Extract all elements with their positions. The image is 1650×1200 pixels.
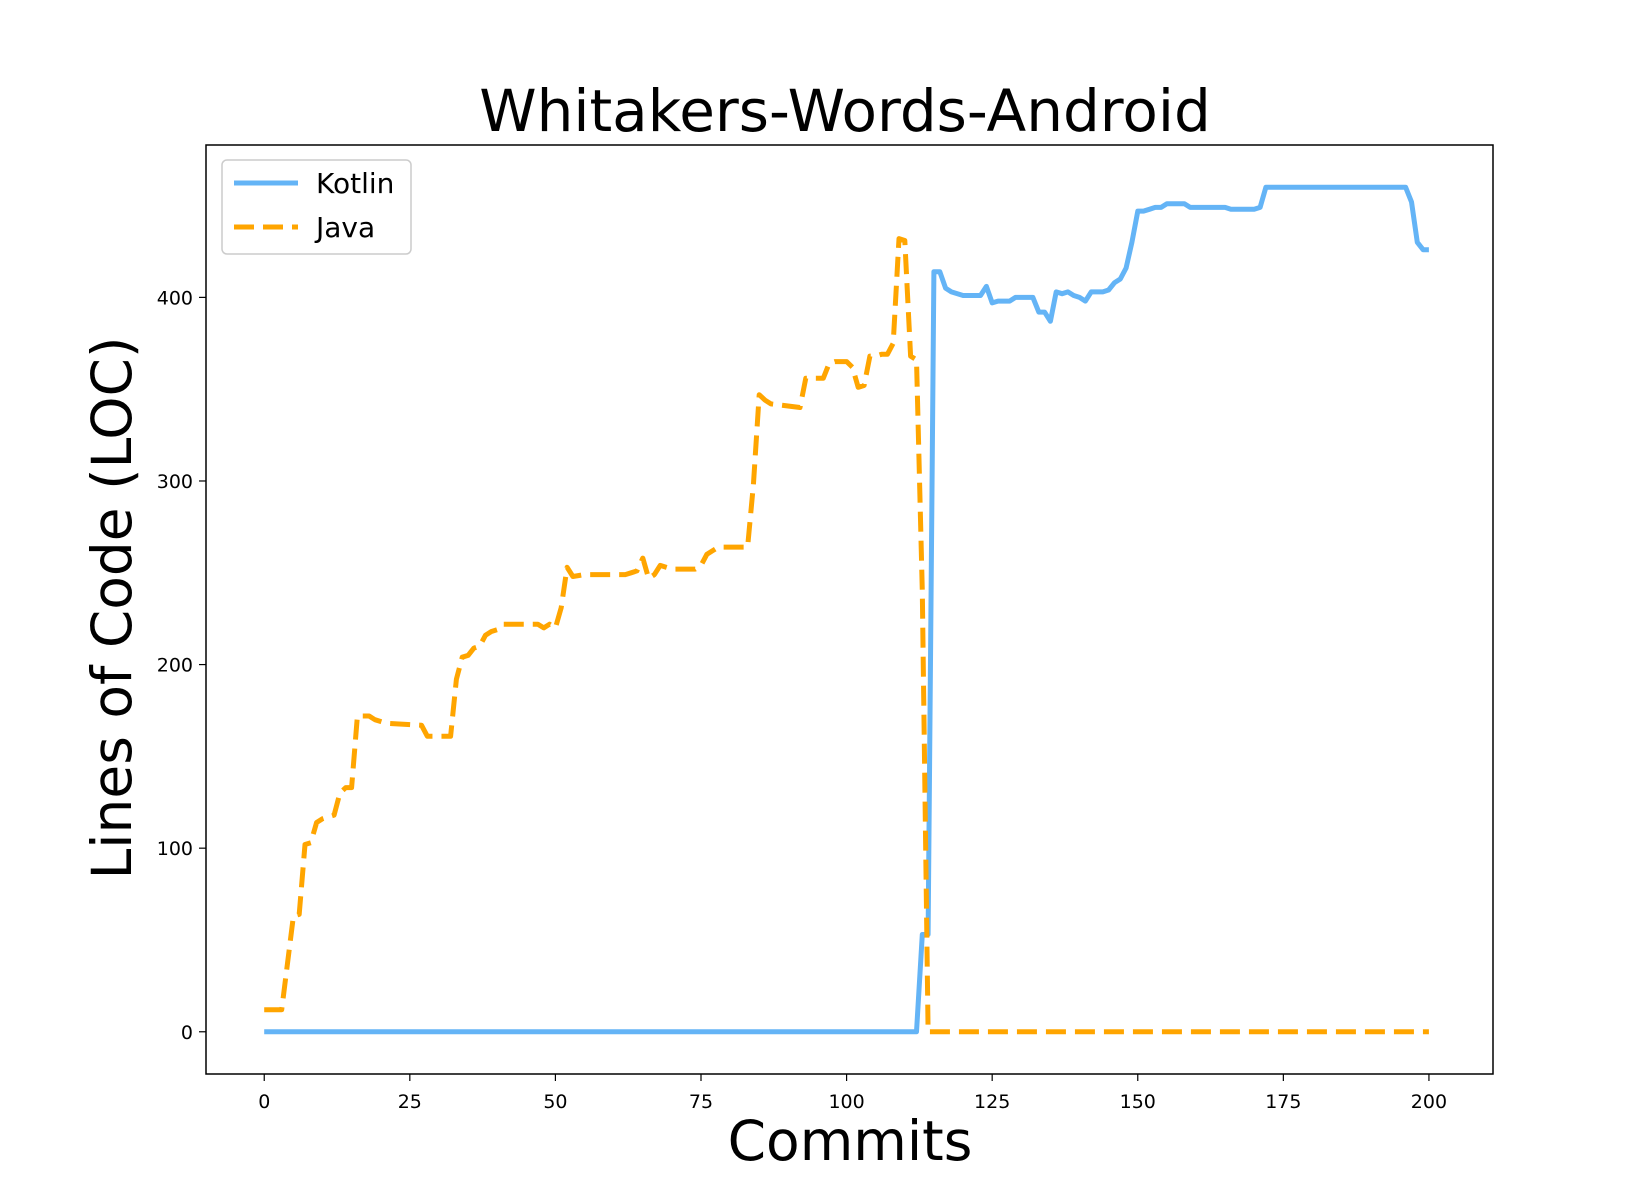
series-line-java [264, 236, 1429, 1035]
y-tick-label: 400 [157, 287, 193, 309]
y-tick-label: 100 [157, 838, 193, 860]
x-tick-label: 25 [398, 1091, 422, 1113]
x-tick-label: 50 [543, 1091, 567, 1113]
chart-title: Whitakers-Words-Android [479, 77, 1211, 145]
y-axis-ticks: 0 100 200 300 400 [157, 287, 206, 1044]
plot-frame [205, 144, 1494, 1075]
y-tick-label: 200 [157, 655, 193, 677]
x-tick-label: 125 [974, 1091, 1010, 1113]
y-axis-label: Lines of Code (LOC) [80, 337, 144, 880]
legend-label-java: Java [314, 211, 375, 244]
x-tick-label: 175 [1265, 1091, 1301, 1113]
x-axis-label: Commits [728, 1109, 973, 1173]
x-tick-label: 150 [1120, 1091, 1156, 1113]
legend-label-kotlin: Kotlin [316, 167, 394, 200]
series-layer [264, 184, 1429, 1035]
y-tick-label: 0 [181, 1022, 193, 1044]
x-axis-ticks: 0 25 50 75 100 125 150 175 200 [258, 1074, 1447, 1113]
x-tick-label: 75 [689, 1091, 713, 1113]
series-line-kotlin [264, 184, 1429, 1035]
x-tick-label: 0 [258, 1091, 270, 1113]
legend: Kotlin Java [221, 159, 412, 255]
x-tick-label: 100 [828, 1091, 864, 1113]
y-tick-label: 300 [157, 471, 193, 493]
x-tick-label: 200 [1411, 1091, 1447, 1113]
